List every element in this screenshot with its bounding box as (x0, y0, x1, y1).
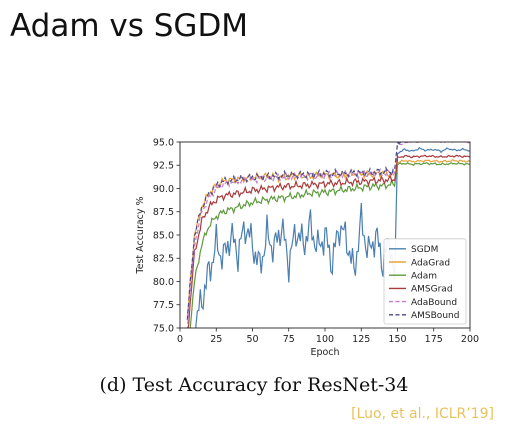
y-tick-label: 87.5 (153, 207, 174, 218)
legend-label-adagrad: AdaGrad (411, 258, 450, 268)
axes-layer: 0 25 50 75 100 125 150 175 200 75.0 77.5 80.0 82.5 85… (135, 137, 479, 358)
citation: [Luo, et al., ICLR’19] (351, 406, 494, 422)
series-line-adabound (186, 142, 470, 328)
legend: SGDM AdaGrad Adam AMSGrad AdaBound AMSBound (383, 238, 467, 325)
y-tick-label: 80.0 (153, 277, 174, 288)
x-tick-label: 100 (316, 334, 334, 345)
legend-label-adam: Adam (411, 272, 437, 282)
x-tick-label: 125 (352, 334, 370, 345)
y-tick-label: 95.0 (153, 137, 174, 148)
y-axis-label: Test Accuracy % (135, 196, 146, 274)
y-tick-label: 92.5 (153, 161, 174, 172)
y-tick-label: 82.5 (153, 254, 174, 265)
x-tick-label: 50 (246, 334, 258, 345)
figure-caption: (d) Test Accuracy for ResNet-34 (99, 374, 409, 396)
legend-box (383, 238, 467, 325)
series-line-sgdm (195, 146, 470, 328)
x-tick-label: 75 (283, 334, 295, 345)
series-line-adam (189, 161, 470, 328)
slide-title: Adam vs SGDM (10, 8, 249, 44)
chart: 0 25 50 75 100 125 150 175 200 75.0 77.5 80.0 82.5 85… (130, 130, 480, 365)
x-axis-label: Epoch (310, 347, 339, 358)
chart-svg: 0 25 50 75 100 125 150 175 200 75.0 77.5 80.0 82.5 85… (135, 137, 479, 358)
legend-label-sgdm: SGDM (411, 245, 438, 255)
y-tick-label: 85.0 (153, 230, 174, 241)
series-line-amsgrad (187, 154, 470, 328)
y-tick-label: 75.0 (153, 323, 174, 334)
series-layer (186, 142, 470, 328)
legend-label-amsgrad: AMSGrad (411, 285, 453, 295)
x-tick-label: 25 (210, 334, 222, 345)
legend-label-amsbound: AMSBound (411, 311, 459, 321)
series-line-amsbound (186, 142, 409, 320)
x-tick-label: 200 (461, 334, 479, 345)
legend-label-adabound: AdaBound (411, 298, 457, 308)
y-tick-label: 90.0 (153, 184, 174, 195)
series-line-adagrad (186, 158, 470, 317)
x-tick-label: 0 (177, 334, 183, 345)
x-tick-label: 150 (388, 334, 406, 345)
y-tick-label: 77.5 (153, 300, 174, 311)
x-tick-label: 175 (425, 334, 443, 345)
